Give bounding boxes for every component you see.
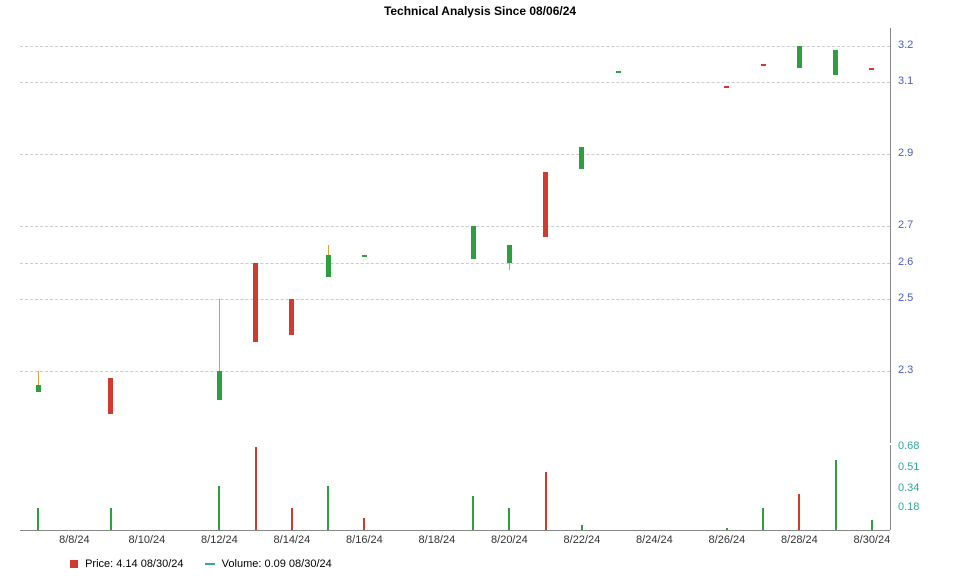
x-tick-label: 8/10/24 <box>129 534 166 546</box>
legend-price-label: Price: 4.14 08/30/24 <box>85 558 183 570</box>
volume-bar <box>255 447 257 530</box>
volume-y-tick-label: 0.51 <box>898 461 919 473</box>
legend-price: Price: 4.14 08/30/24 <box>70 558 184 570</box>
grid-line <box>20 82 890 83</box>
volume-axis-line <box>890 445 891 530</box>
x-tick-label: 8/30/24 <box>854 534 891 546</box>
price-y-tick-label: 2.5 <box>898 292 913 304</box>
volume-plot-area <box>20 445 890 530</box>
price-axis-line <box>890 28 891 443</box>
x-axis-line <box>20 530 890 531</box>
price-y-tick-label: 2.9 <box>898 147 913 159</box>
grid-line <box>20 154 890 155</box>
price-plot-area <box>20 28 890 443</box>
volume-bar <box>798 494 800 530</box>
price-y-tick-label: 3.2 <box>898 39 913 51</box>
candle-body <box>543 172 548 237</box>
x-tick-label: 8/28/24 <box>781 534 818 546</box>
volume-bar <box>218 486 220 530</box>
candle-body <box>108 378 113 414</box>
candle-body <box>507 245 512 263</box>
price-y-tick-label: 2.7 <box>898 219 913 231</box>
volume-bar <box>508 508 510 530</box>
volume-bar <box>726 528 728 530</box>
candle-body <box>869 68 874 70</box>
chart-container: Technical Analysis Since 08/06/24 8/8/24… <box>0 0 960 576</box>
x-tick-label: 8/12/24 <box>201 534 238 546</box>
volume-bar <box>545 472 547 530</box>
x-tick-label: 8/22/24 <box>564 534 601 546</box>
chart-title: Technical Analysis Since 08/06/24 <box>0 4 960 18</box>
candle-body <box>289 299 294 335</box>
volume-bar <box>871 520 873 530</box>
volume-bar <box>835 460 837 530</box>
x-tick-label: 8/8/24 <box>59 534 90 546</box>
x-tick-label: 8/16/24 <box>346 534 383 546</box>
x-tick-label: 8/26/24 <box>709 534 746 546</box>
volume-bar <box>363 518 365 530</box>
legend-volume-label: Volume: 0.09 08/30/24 <box>222 558 332 570</box>
volume-bar <box>37 508 39 530</box>
grid-line <box>20 299 890 300</box>
grid-line <box>20 46 890 47</box>
x-tick-label: 8/18/24 <box>419 534 456 546</box>
volume-y-tick-label: 0.68 <box>898 440 919 452</box>
candle-body <box>797 46 802 68</box>
candle-body <box>579 147 584 169</box>
candle-body <box>471 226 476 258</box>
volume-bar <box>327 486 329 530</box>
legend: Price: 4.14 08/30/24 Volume: 0.09 08/30/… <box>70 558 350 570</box>
grid-line <box>20 263 890 264</box>
volume-bar <box>291 508 293 530</box>
x-tick-label: 8/20/24 <box>491 534 528 546</box>
volume-bar <box>110 508 112 530</box>
x-tick-label: 8/14/24 <box>274 534 311 546</box>
candle-body <box>833 50 838 75</box>
candle-body <box>362 255 367 257</box>
price-y-tick-label: 2.3 <box>898 364 913 376</box>
grid-line <box>20 371 890 372</box>
candle-body <box>36 385 41 392</box>
x-tick-label: 8/24/24 <box>636 534 673 546</box>
candle-body <box>217 371 222 400</box>
legend-price-swatch <box>70 560 78 568</box>
legend-volume-swatch <box>205 563 215 565</box>
volume-bar <box>472 496 474 530</box>
price-y-tick-label: 2.6 <box>898 256 913 268</box>
volume-bar <box>581 525 583 530</box>
candle-body <box>616 71 621 73</box>
candle-body <box>253 263 258 342</box>
volume-y-tick-label: 0.34 <box>898 482 919 494</box>
volume-bar <box>762 508 764 530</box>
grid-line <box>20 226 890 227</box>
candle-body <box>724 86 729 88</box>
volume-y-tick-label: 0.18 <box>898 501 919 513</box>
candle-body <box>326 255 331 277</box>
legend-volume: Volume: 0.09 08/30/24 <box>205 558 332 570</box>
candle-body <box>761 64 766 66</box>
price-y-tick-label: 3.1 <box>898 75 913 87</box>
